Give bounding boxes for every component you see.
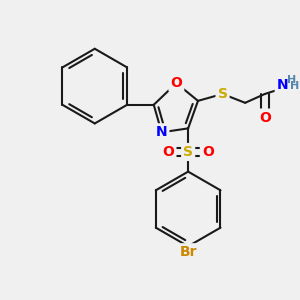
Text: S: S	[183, 145, 193, 159]
Text: O: O	[170, 76, 182, 90]
Text: H: H	[287, 75, 296, 85]
Text: H: H	[290, 81, 299, 91]
Text: Br: Br	[179, 245, 197, 259]
Text: N: N	[277, 78, 288, 92]
Text: N: N	[156, 125, 167, 139]
Text: O: O	[202, 145, 214, 159]
Text: O: O	[259, 111, 271, 124]
Text: O: O	[163, 145, 174, 159]
Text: S: S	[218, 87, 228, 101]
